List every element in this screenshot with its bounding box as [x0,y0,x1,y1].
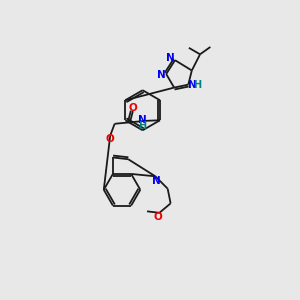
Text: O: O [106,134,115,144]
Text: H: H [193,80,201,90]
Text: N: N [138,115,147,125]
Text: N: N [188,80,197,90]
Text: N: N [152,176,160,186]
Text: N: N [157,70,166,80]
Text: O: O [154,212,163,222]
Text: O: O [128,103,137,112]
Text: N: N [166,53,175,63]
Text: H: H [139,121,147,131]
